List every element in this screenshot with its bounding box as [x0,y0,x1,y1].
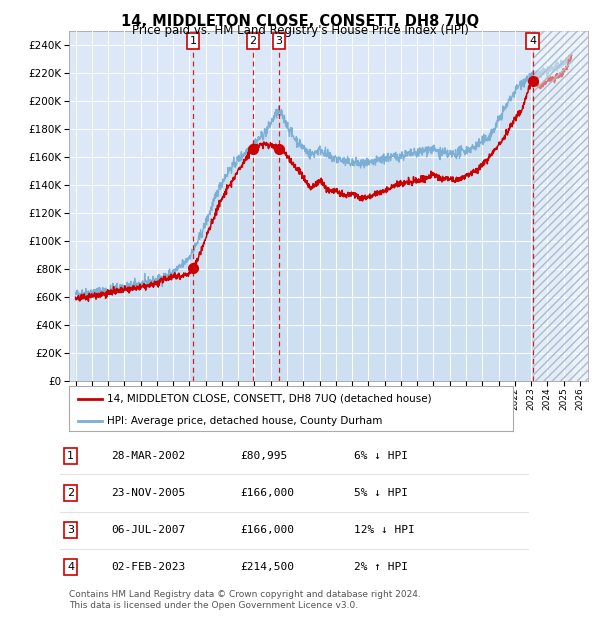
Text: 12% ↓ HPI: 12% ↓ HPI [354,525,415,535]
Text: 2: 2 [67,488,74,498]
Text: 1: 1 [190,36,197,46]
Text: 1: 1 [67,451,74,461]
Text: 23-NOV-2005: 23-NOV-2005 [111,488,185,498]
Text: £166,000: £166,000 [240,525,294,535]
Text: HPI: Average price, detached house, County Durham: HPI: Average price, detached house, Coun… [107,416,382,426]
Text: 28-MAR-2002: 28-MAR-2002 [111,451,185,461]
Text: 4: 4 [67,562,74,572]
Text: 3: 3 [275,36,283,46]
Text: 2% ↑ HPI: 2% ↑ HPI [354,562,408,572]
Text: Contains HM Land Registry data © Crown copyright and database right 2024.
This d: Contains HM Land Registry data © Crown c… [69,590,421,609]
Text: Price paid vs. HM Land Registry's House Price Index (HPI): Price paid vs. HM Land Registry's House … [131,24,469,37]
Text: 2: 2 [249,36,256,46]
Text: 14, MIDDLETON CLOSE, CONSETT, DH8 7UQ: 14, MIDDLETON CLOSE, CONSETT, DH8 7UQ [121,14,479,29]
Text: 3: 3 [67,525,74,535]
Text: 06-JUL-2007: 06-JUL-2007 [111,525,185,535]
Text: £166,000: £166,000 [240,488,294,498]
Text: 02-FEB-2023: 02-FEB-2023 [111,562,185,572]
Text: 4: 4 [529,36,536,46]
Text: 14, MIDDLETON CLOSE, CONSETT, DH8 7UQ (detached house): 14, MIDDLETON CLOSE, CONSETT, DH8 7UQ (d… [107,394,431,404]
Text: £214,500: £214,500 [240,562,294,572]
Text: 5% ↓ HPI: 5% ↓ HPI [354,488,408,498]
Text: 6% ↓ HPI: 6% ↓ HPI [354,451,408,461]
Text: £80,995: £80,995 [240,451,287,461]
